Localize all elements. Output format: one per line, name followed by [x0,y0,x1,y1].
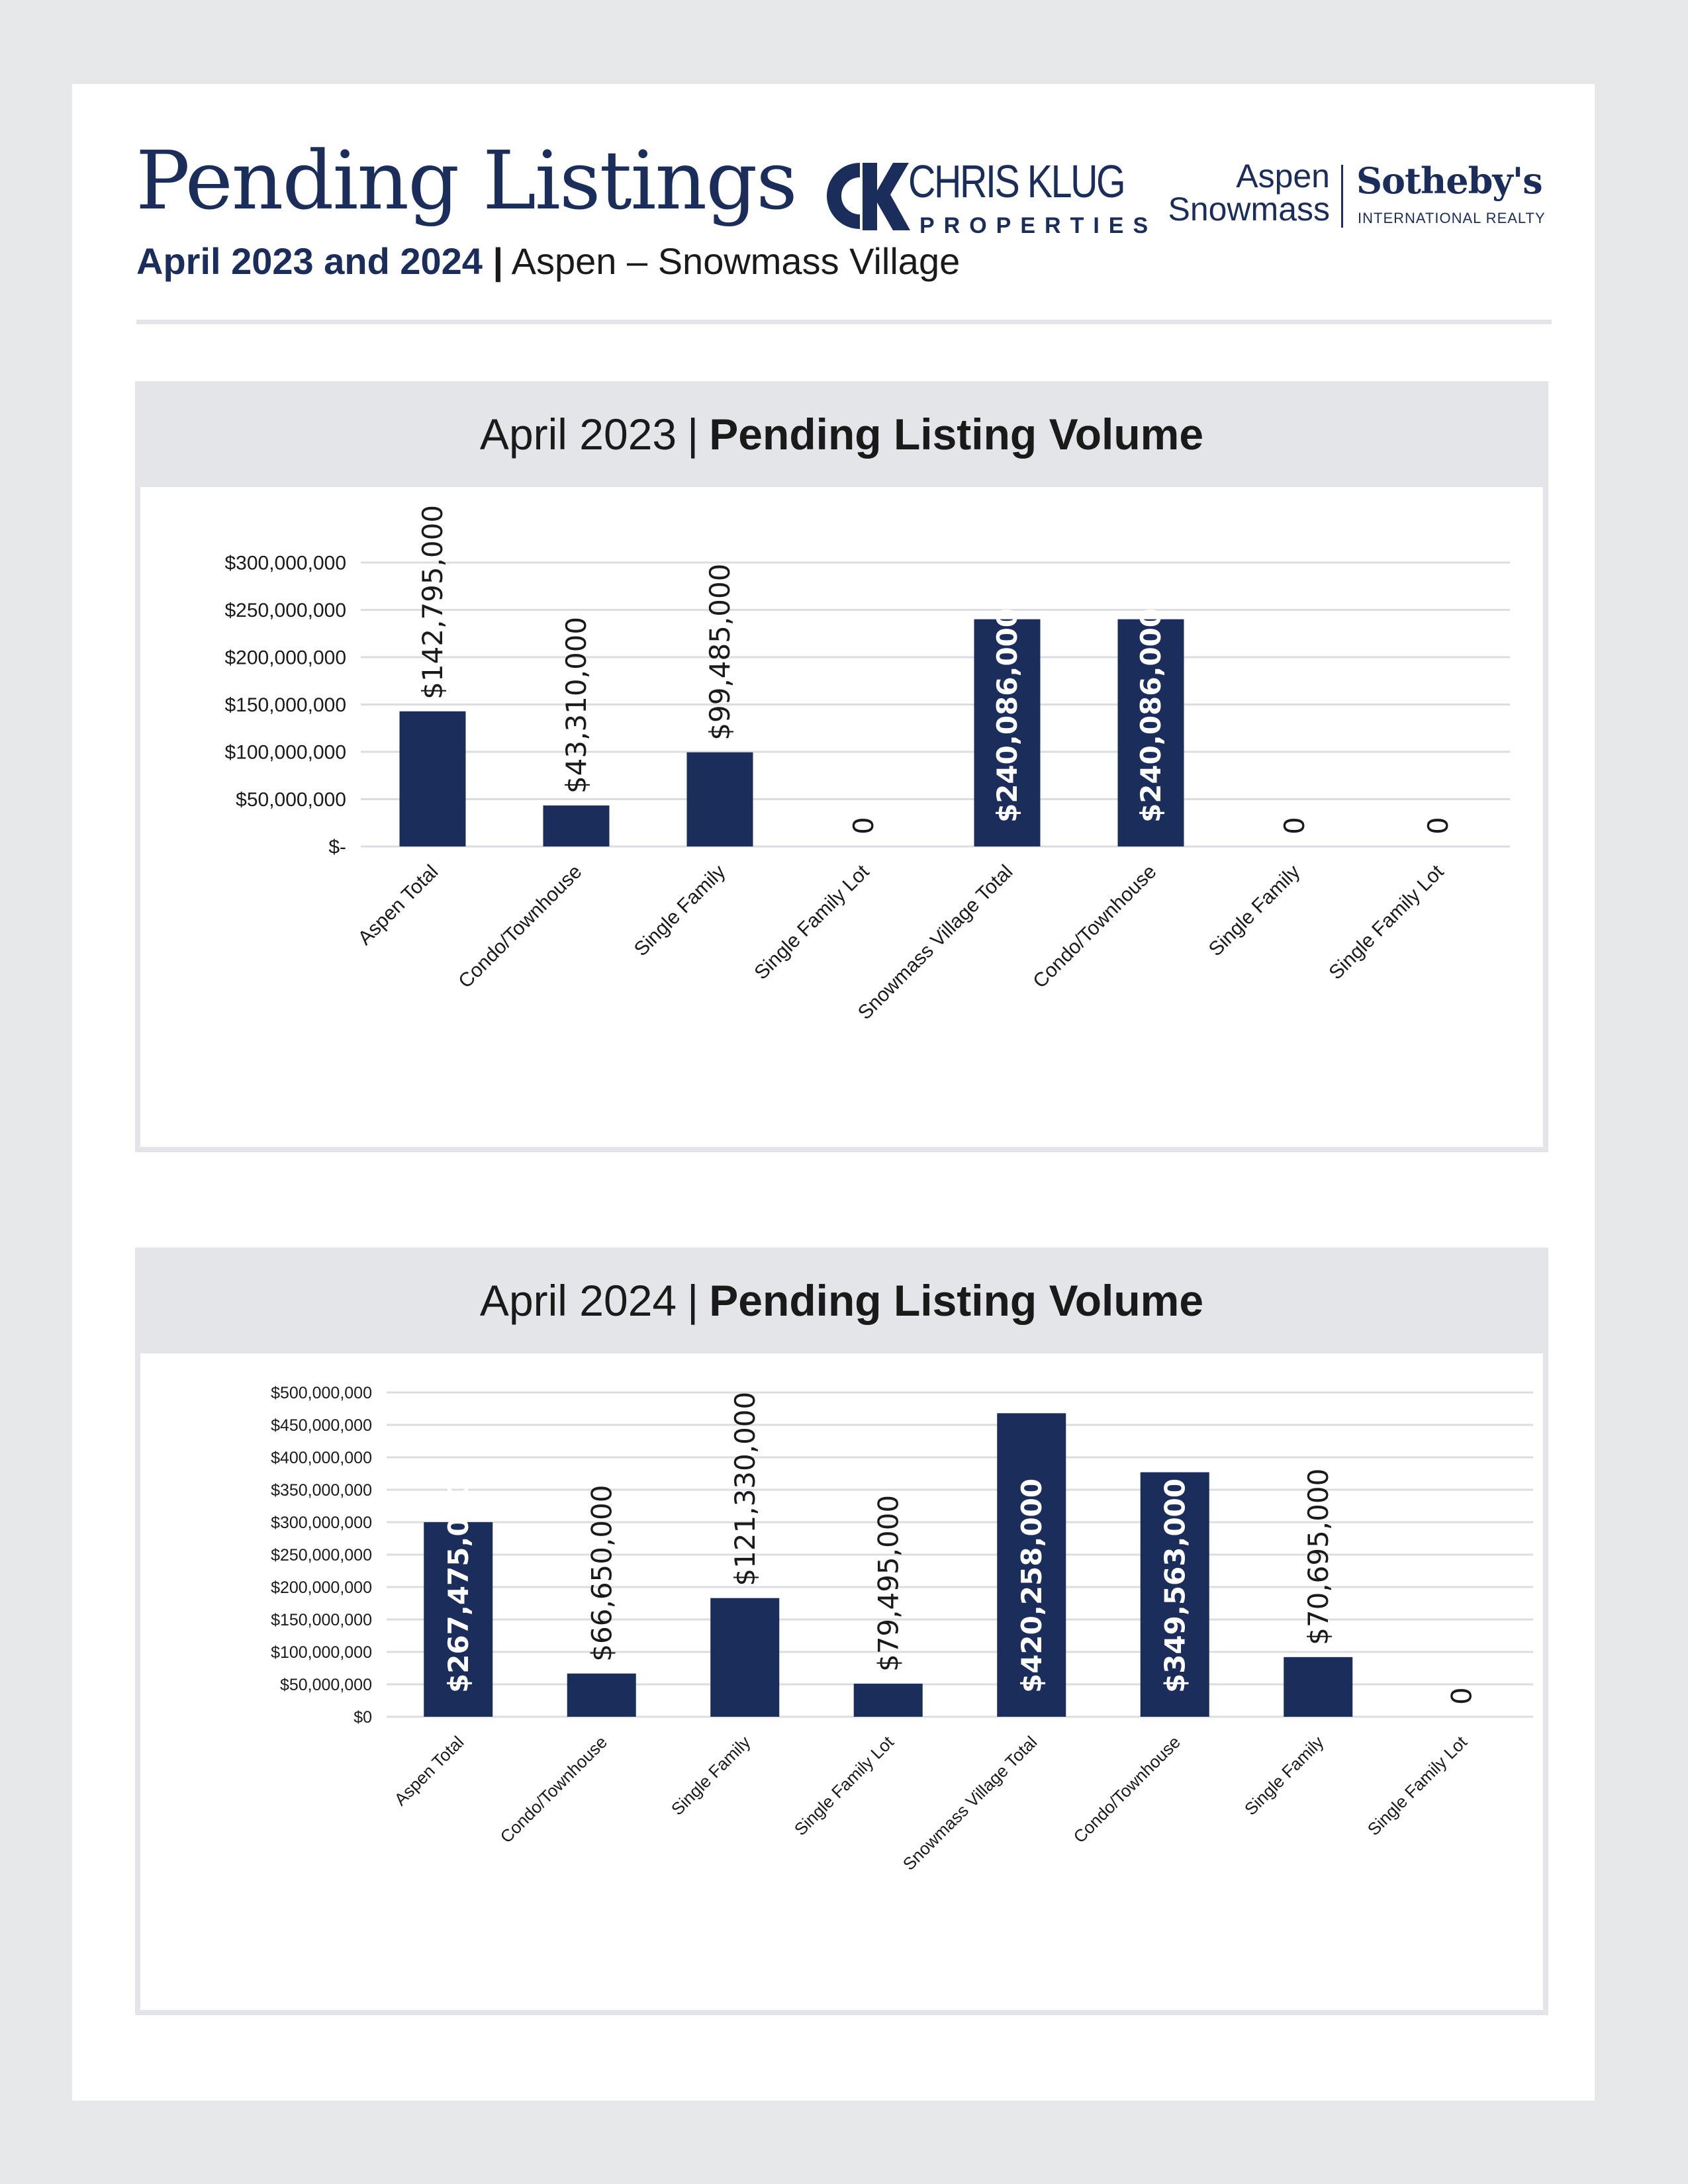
x-category-label: Single Family [667,1732,755,1819]
data-label: $43,310,000 [560,617,592,794]
y-tick-label: $300,000,000 [224,553,346,574]
x-category-label: Condo/Townhouse [496,1732,611,1847]
chart-heading-year: April 2023 [479,410,677,459]
y-tick-label: $50,000,000 [236,789,346,811]
chart-heading-separator: | [687,1276,699,1325]
y-tick-label: $200,000,000 [224,647,346,669]
y-tick-label: $150,000,000 [271,1611,372,1629]
x-category-label: Aspen Total [354,861,443,950]
y-tick-label: $350,000,000 [271,1481,372,1500]
ss-logo-aspen: Aspen [1236,158,1330,195]
x-category-label: Snowmass Village Total [854,861,1017,1024]
x-category-label: Single Family [1205,861,1305,961]
chart-heading: April 2024 | Pending Listing Volume [135,1248,1548,1353]
bar [710,1598,780,1717]
y-tick-label: $100,000,000 [224,742,346,764]
chart-panel-2023: April 2023 | Pending Listing Volume $- $5… [135,381,1548,1152]
bar [1117,619,1184,846]
bar [424,1522,493,1717]
x-category-label: Single Family [630,861,730,961]
header-divider [136,320,1552,324]
y-tick-label: $500,000,000 [271,1384,372,1402]
y-tick-label: $250,000,000 [271,1546,372,1565]
sothebys-logo: Aspen Snowmass Sotheby's INTERNATIONAL R… [1168,157,1548,250]
ck-monogram-icon [827,163,910,230]
bar-chart-2024: $0 $50,000,000 $100,000,000 $150,000,000 $20… [271,1384,1533,1874]
ck-logo-sub: PROPERTIES [919,213,1158,238]
y-tick-label: $450,000,000 [271,1416,372,1435]
x-category-label: Condo/Townhouse [1029,861,1160,993]
bar [399,711,466,846]
chris-klug-logo: CHRIS KLUG PROPERTIES [819,154,1150,246]
subtitle-period: April 2023 and 2024 [136,240,483,282]
y-tick-label: $200,000,000 [271,1578,372,1597]
data-label: 0 [1445,1687,1477,1705]
ss-logo-divider [1341,165,1343,228]
y-tick-label: $100,000,000 [271,1643,372,1662]
chart-area: $0 $50,000,000 $100,000,000 $150,000,000 $20… [140,1353,1543,2010]
y-tick-label: $400,000,000 [271,1449,372,1467]
y-tick-label: $0 [353,1708,372,1727]
x-category-label: Snowmass Village Total [899,1732,1041,1874]
chart-heading-title: Pending Listing Volume [709,1276,1204,1325]
bar [997,1413,1066,1717]
y-tick-label: $300,000,000 [271,1514,372,1532]
ss-logo-snowmass: Snowmass [1168,191,1330,228]
x-category-label: Single Family [1241,1732,1328,1819]
report-page: Pending Listings April 2023 and 2024 | A… [72,84,1595,2101]
page-subtitle: April 2023 and 2024 | Aspen – Snowmass V… [136,240,960,283]
data-label: $79,495,000 [872,1495,904,1672]
chart-heading-year: April 2024 [479,1276,677,1325]
data-label: $267,475,000 [442,1479,475,1693]
x-category-label: Single Family Lot [750,860,874,984]
data-label: $66,650,000 [585,1484,618,1661]
bar [567,1673,636,1717]
x-category-label: Aspen Total [391,1732,468,1809]
ss-logo-sub: INTERNATIONAL REALTY [1358,210,1546,226]
data-label: $420,258,000 [1015,1479,1048,1693]
data-label: $142,795,000 [416,505,449,700]
ss-logo-brand: Sotheby's [1356,159,1543,202]
chart-area: $- $50,000,000 $100,000,000 $150,000,000 $20… [140,487,1543,1147]
y-tick-label: $- [328,837,346,858]
data-label: 0 [1278,817,1311,835]
x-category-label: Condo/Townhouse [1069,1732,1184,1847]
page-title: Pending Listings [136,134,798,228]
data-label: $240,086,000 [1135,608,1167,823]
chart-heading: April 2023 | Pending Listing Volume [135,381,1548,487]
data-label: 0 [847,817,880,835]
x-category-label: Single Family Lot [790,1731,898,1839]
x-category-label: Single Family Lot [1325,860,1448,984]
bar [1284,1657,1353,1717]
chart-heading-title: Pending Listing Volume [709,410,1204,459]
x-category-label: Condo/Townhouse [454,861,586,993]
bar [543,805,610,846]
y-tick-label: $50,000,000 [280,1676,372,1694]
chart-panel-2024: April 2024 | Pending Listing Volume $0 $5… [135,1248,1548,2015]
data-label: $121,330,000 [729,1392,761,1586]
bar [853,1684,923,1717]
data-label: $349,563,000 [1158,1479,1191,1693]
chart-heading-separator: | [687,410,699,459]
bar [1140,1472,1209,1717]
subtitle-separator: | [492,240,504,282]
bar [686,752,753,846]
data-label: $70,695,000 [1302,1469,1335,1645]
data-label: $99,485,000 [704,564,736,741]
data-label: $240,086,000 [991,608,1023,823]
y-tick-label: $250,000,000 [224,600,346,621]
ck-logo-name: CHRIS KLUG [908,156,1126,207]
bar [974,619,1041,846]
subtitle-location: Aspen – Snowmass Village [511,240,961,282]
data-label: 0 [1422,817,1454,835]
x-category-label: Single Family Lot [1364,1731,1472,1839]
bar-chart-2023: $- $50,000,000 $100,000,000 $150,000,000 $20… [224,505,1510,1024]
y-tick-label: $150,000,000 [224,694,346,716]
